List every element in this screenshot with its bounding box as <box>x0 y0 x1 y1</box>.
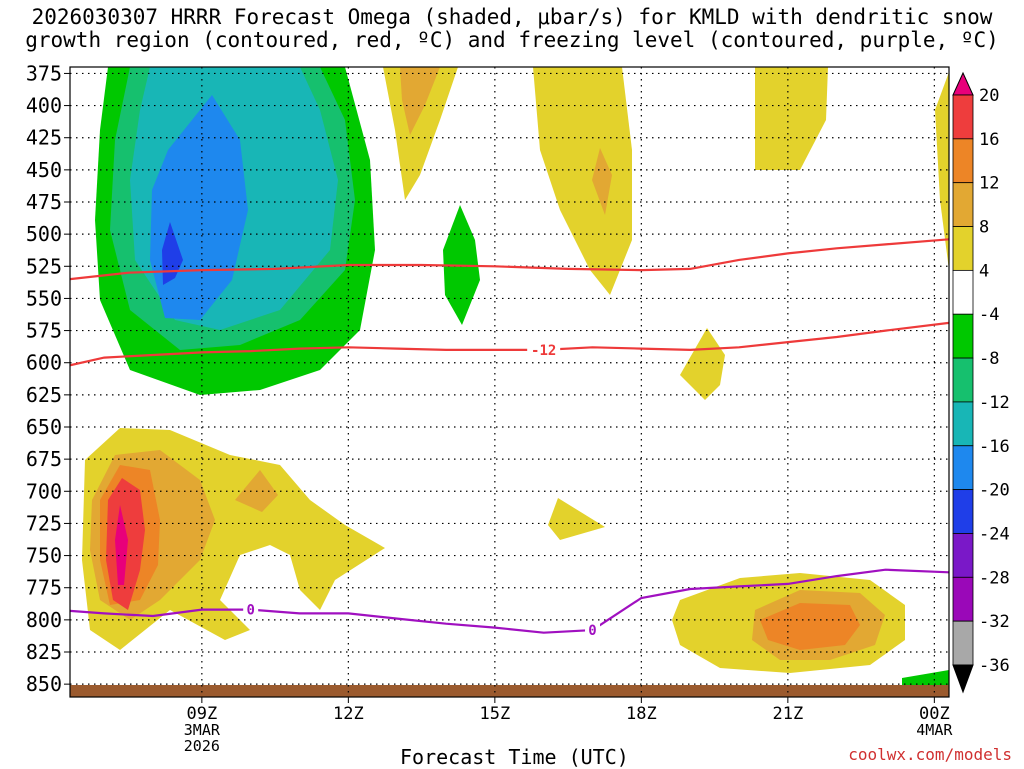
freezing-level-label-0: 0 <box>246 603 254 619</box>
omega-fill-plus4-a <box>383 67 458 200</box>
y-tick-label-725: 725 <box>26 511 62 535</box>
omega-shading <box>70 67 949 697</box>
omega-fill-plus20-f <box>115 505 128 585</box>
y-tick-label-675: 675 <box>26 447 62 471</box>
colorbar-swatch-1 <box>952 94 974 140</box>
colorbar-swatch-0 <box>952 71 974 96</box>
freezing-level-label-1-bg <box>585 622 601 639</box>
y-tick-label-475: 475 <box>26 190 62 214</box>
omega-fill-plus4-b <box>533 67 632 295</box>
y-tick-label-625: 625 <box>26 383 62 407</box>
x-tick-label-24-0: 00Z <box>919 704 950 724</box>
y-tick-label-700: 700 <box>26 479 62 503</box>
colorbar-label-5: -4 <box>979 305 999 325</box>
colorbar: 20 16 12 8 4 -4 -8 -12 -16 -20 -24 -28 -32 -36 <box>952 71 1010 694</box>
contour-labels: -12 0 0 <box>243 341 601 639</box>
y-tick-label-600: 600 <box>26 351 62 375</box>
colorbar-swatch-6 <box>952 313 974 359</box>
freezing-level-contour <box>70 568 949 634</box>
colorbar-swatch-4 <box>952 226 974 271</box>
colorbar-label-4: 4 <box>979 261 989 281</box>
dgz-contour-1 <box>70 321 949 367</box>
colorbar-swatch-14 <box>952 664 974 694</box>
y-tick-label-500: 500 <box>26 222 62 246</box>
x-tick-label-9-1: 3MAR <box>184 721 221 739</box>
omega-fill-plus4-d <box>935 72 949 270</box>
dgz-contour-label-1-bg <box>527 341 561 358</box>
x-tick-label-21-0: 21Z <box>772 704 803 724</box>
dgz-contour-label-1: -12 <box>531 343 556 359</box>
y-tick-label-400: 400 <box>26 94 62 118</box>
x-axis-label: Forecast Time (UTC) <box>400 745 629 769</box>
colorbar-swatch-7 <box>952 357 974 403</box>
y-tick-label-850: 850 <box>26 672 62 696</box>
colorbar-swatch-3 <box>952 182 974 227</box>
y-tick-label-800: 800 <box>26 608 62 632</box>
colorbar-label-0: 20 <box>979 86 999 106</box>
colorbar-label-3: 8 <box>979 218 989 238</box>
colorbar-label-13: -36 <box>979 656 1010 676</box>
colorbar-swatch-8 <box>952 401 974 447</box>
x-tick-label-9-2: 2026 <box>184 737 220 755</box>
x-tick-label-12-0: 12Z <box>333 704 364 724</box>
omega-fill-plus4-g <box>548 498 605 540</box>
freezing-level-label-0-bg <box>243 601 259 618</box>
x-tick-label-9-0: 09Z <box>186 704 217 724</box>
colorbar-label-8: -16 <box>979 437 1010 457</box>
y-tick-label-750: 750 <box>26 544 62 568</box>
title-line-2: growth region (contoured, red, ºC) and f… <box>25 28 999 52</box>
colorbar-label-11: -28 <box>979 568 1010 588</box>
y-tick-label-525: 525 <box>26 254 62 278</box>
plot-frame <box>69 66 950 698</box>
y-axis: 375 400 425 450 475 500 525 550 575 600 625 650 675 7… <box>26 61 70 696</box>
y-tick-label-650: 650 <box>26 415 62 439</box>
y-tick-label-425: 425 <box>26 126 62 150</box>
colorbar-label-7: -12 <box>979 393 1010 413</box>
credit-text: coolwx.com/models <box>848 745 1012 764</box>
omega-fill-plus4-e <box>680 328 725 400</box>
omega-fill-plus12-h <box>760 603 860 650</box>
colorbar-swatch-10 <box>952 489 974 534</box>
x-tick-label-18-0: 18Z <box>626 704 657 724</box>
terrain-strip <box>70 685 949 697</box>
x-tick-label-15-0: 15Z <box>479 704 510 724</box>
y-tick-label-775: 775 <box>26 576 62 600</box>
colorbar-label-2: 12 <box>979 174 999 194</box>
colorbar-swatch-9 <box>952 445 974 491</box>
y-tick-label-450: 450 <box>26 158 62 182</box>
y-tick-label-550: 550 <box>26 286 62 310</box>
colorbar-label-10: -24 <box>979 524 1010 544</box>
title-line-1: 2026030307 HRRR Forecast Omega (shaded, … <box>31 5 993 29</box>
dotted-grid <box>70 67 949 697</box>
colorbar-swatch-5 <box>952 269 974 315</box>
y-tick-label-375: 375 <box>26 61 62 85</box>
colorbar-label-6: -8 <box>979 349 999 369</box>
omega-fill-minus24 <box>162 222 183 285</box>
omega-fill-plus8-a <box>400 67 440 135</box>
colorbar-swatch-2 <box>952 138 974 184</box>
omega-fill-plus8-b <box>592 148 612 215</box>
dgz-contour-0 <box>70 238 949 281</box>
contour-lines <box>70 238 949 634</box>
omega-fill-plus4-c <box>755 67 828 170</box>
y-tick-label-575: 575 <box>26 319 62 343</box>
colorbar-swatch-11 <box>952 533 974 578</box>
colorbar-label-1: 16 <box>979 130 999 150</box>
colorbar-swatch-12 <box>952 576 974 622</box>
freezing-level-label-1: 0 <box>588 623 596 639</box>
y-tick-label-825: 825 <box>26 640 62 664</box>
colorbar-swatch-13 <box>952 620 974 666</box>
colorbar-label-9: -20 <box>979 481 1010 501</box>
x-tick-label-24-1: 4MAR <box>916 721 953 739</box>
chart-title: 2026030307 HRRR Forecast Omega (shaded, … <box>0 6 1024 52</box>
colorbar-label-12: -32 <box>979 612 1010 632</box>
